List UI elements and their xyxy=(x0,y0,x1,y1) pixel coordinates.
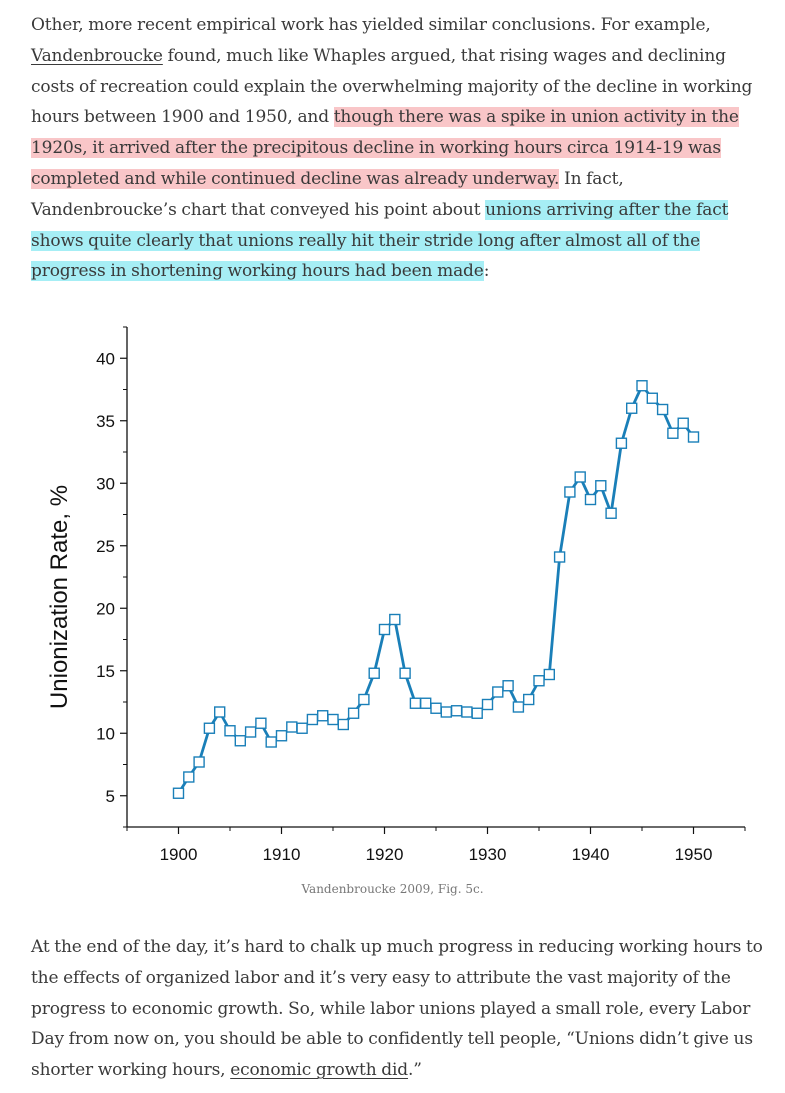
x-tick-label: 1940 xyxy=(572,845,610,864)
conclusion-paragraph: At the end of the day, it’s hard to chal… xyxy=(31,932,767,1086)
data-point xyxy=(347,707,360,719)
data-point xyxy=(533,675,545,687)
data-point xyxy=(450,705,463,717)
data-point xyxy=(492,686,504,698)
data-point xyxy=(584,493,597,506)
data-point xyxy=(317,710,329,722)
y-axis-label: Unionization Rate, % xyxy=(46,485,73,709)
y-tick-label: 25 xyxy=(96,537,115,556)
data-point xyxy=(667,427,679,439)
data-point xyxy=(677,417,689,429)
x-tick-label: 1900 xyxy=(160,845,198,864)
x-tick-label: 1910 xyxy=(263,845,301,864)
y-tick-label: 5 xyxy=(106,787,115,806)
data-point xyxy=(687,431,700,443)
chart-ticks: 5 10 15 20 25 30 35 40 1900 1910 1920 1930 1940 1950 xyxy=(96,326,746,864)
data-point xyxy=(574,471,586,483)
data-point xyxy=(595,480,607,492)
data-point xyxy=(502,680,514,692)
data-point xyxy=(564,486,576,498)
data-point xyxy=(636,380,648,392)
data-point xyxy=(523,693,535,706)
data-point xyxy=(512,701,525,713)
data-point xyxy=(213,706,226,718)
data-point xyxy=(306,713,319,726)
data-point xyxy=(368,667,380,679)
intro-paragraph: Other, more recent empirical work has yi… xyxy=(31,10,767,287)
y-tick-label: 30 xyxy=(96,474,115,493)
x-tick-label: 1930 xyxy=(469,845,507,864)
data-point xyxy=(296,722,308,734)
data-point xyxy=(626,402,638,414)
data-point xyxy=(172,787,185,799)
data-point xyxy=(543,668,555,681)
economic-growth-link[interactable]: economic growth did xyxy=(230,1060,409,1081)
data-point xyxy=(275,730,288,742)
data-point xyxy=(615,437,628,449)
data-point xyxy=(471,707,483,719)
x-tick-label: 1950 xyxy=(675,845,713,864)
data-point xyxy=(420,697,432,709)
data-point xyxy=(183,771,195,783)
data-point xyxy=(234,735,247,747)
y-tick-label: 15 xyxy=(96,662,115,681)
data-point xyxy=(255,717,267,729)
data-point xyxy=(358,693,370,706)
y-tick-label: 40 xyxy=(96,349,115,368)
data-point xyxy=(430,702,442,714)
data-point xyxy=(605,507,617,519)
vandenbroucke-link[interactable]: Vandenbroucke xyxy=(31,45,163,66)
data-point xyxy=(646,392,658,404)
x-tick-label: 1920 xyxy=(366,845,404,864)
data-point xyxy=(481,698,494,711)
data-point xyxy=(244,726,257,738)
intro-text-4: : xyxy=(483,261,490,282)
data-point xyxy=(203,722,216,734)
data-point xyxy=(440,706,452,718)
data-point xyxy=(399,667,411,679)
y-tick-label: 10 xyxy=(96,724,115,743)
data-point xyxy=(656,403,669,416)
intro-text-1: Other, more recent empirical work has yi… xyxy=(31,15,711,35)
data-point xyxy=(337,718,349,731)
y-tick-label: 20 xyxy=(96,599,115,618)
figure-caption: Vandenbroucke 2009, Fig. 5c. xyxy=(301,882,484,896)
data-point xyxy=(389,613,401,626)
intro-text-2: found, much like Whaples argued, that ri… xyxy=(31,45,753,128)
data-point xyxy=(327,713,339,726)
data-point xyxy=(553,551,566,563)
conclusion-text-1: At the end of the day, it’s hard to chal… xyxy=(31,937,763,1081)
chart-series xyxy=(172,380,700,799)
data-point xyxy=(265,736,277,748)
conclusion-text-2: .” xyxy=(408,1060,422,1081)
data-point xyxy=(193,756,205,768)
data-point xyxy=(409,697,422,709)
data-point xyxy=(224,725,236,737)
intro-text-3: In fact, Vandenbroucke’s chart that conv… xyxy=(31,168,624,220)
data-point xyxy=(461,706,473,718)
data-point xyxy=(378,623,391,636)
y-tick-label: 35 xyxy=(96,412,115,431)
data-point xyxy=(286,721,298,733)
